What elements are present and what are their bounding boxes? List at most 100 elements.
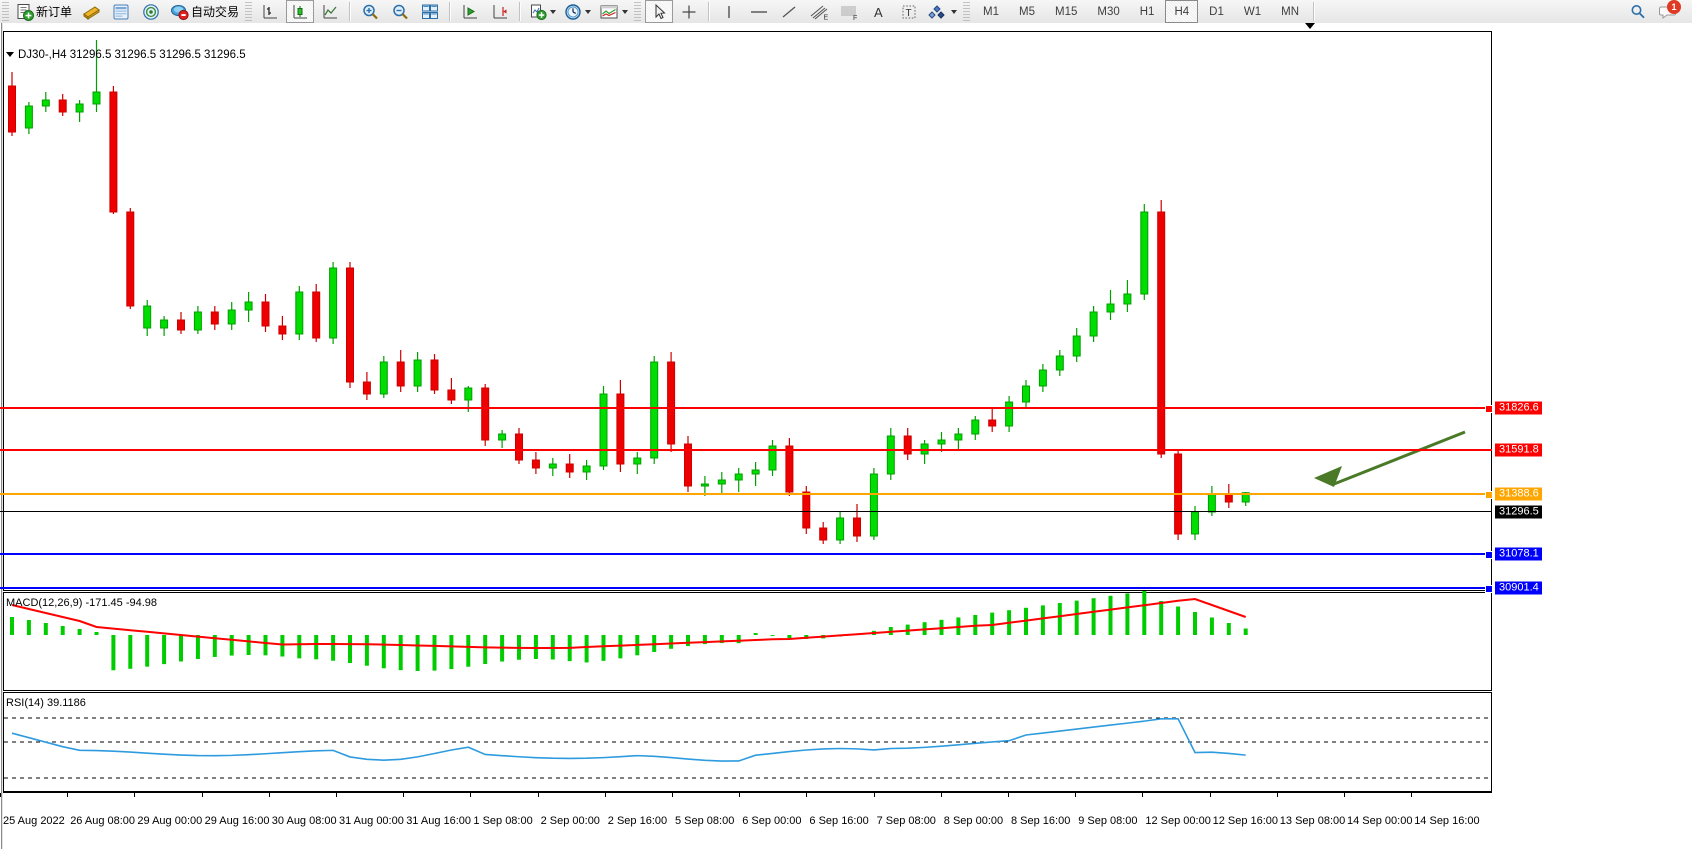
time-tick-label: 30 Aug 08:00 — [271, 815, 337, 827]
timeframe-d1[interactable]: D1 — [1209, 5, 1224, 18]
data-window-button[interactable] — [107, 0, 135, 23]
candle-body — [903, 435, 912, 455]
time-tick-label: 31 Aug 00:00 — [339, 815, 404, 827]
candlestick-chart-button[interactable] — [286, 0, 315, 23]
support-tag-2[interactable]: 30901.4 — [1495, 581, 1542, 595]
clock-icon — [565, 3, 581, 20]
timeframe-m1[interactable]: M1 — [983, 5, 1000, 18]
line-anchor[interactable] — [1485, 405, 1493, 413]
objects-button[interactable] — [925, 0, 960, 23]
crosshair-icon — [682, 5, 696, 18]
zoom-in-icon — [363, 4, 378, 19]
left-scroll-gutter[interactable] — [0, 23, 3, 849]
resistance-line-1[interactable] — [0, 405, 1493, 413]
candle-body — [362, 381, 371, 395]
timeframe-mn[interactable]: MN — [1281, 5, 1299, 18]
resistance-line-2[interactable] — [0, 449, 1492, 451]
main-toolbar: 新订单 自动交易 — [0, 0, 1692, 24]
new-order-label: 新订单 — [36, 5, 73, 19]
timeframe-h1[interactable]: H1 — [1139, 5, 1155, 18]
templates-button[interactable] — [596, 0, 631, 23]
time-tick-label: 14 Sep 16:00 — [1414, 815, 1480, 827]
last-price-tag: 31296.5 — [1495, 505, 1542, 519]
chart-menu-caret-icon[interactable] — [6, 52, 14, 58]
notifications-button[interactable]: 1 — [1654, 0, 1682, 23]
symbol-ohlc-text: DJ30-,H4 31296.5 31296.5 31296.5 31296.5 — [18, 49, 246, 61]
text-icon: A — [874, 5, 883, 20]
candle-body — [430, 359, 439, 391]
search-button[interactable] — [1624, 0, 1652, 23]
support-line-1[interactable] — [0, 551, 1493, 559]
line-chart-button[interactable] — [316, 0, 344, 23]
line-anchor-3[interactable] — [1485, 551, 1493, 559]
zoom-in-button[interactable] — [356, 0, 384, 23]
chevron-down-icon[interactable] — [550, 9, 557, 14]
pane-collapse-caret-icon[interactable] — [1305, 23, 1315, 29]
candlestick-icon — [293, 4, 308, 18]
timeframe-m5[interactable]: M5 — [1019, 5, 1035, 18]
candle-body — [1106, 303, 1115, 313]
cursor-button[interactable] — [645, 0, 674, 23]
periods-button[interactable] — [561, 0, 594, 23]
timeframe-h4[interactable]: H4 — [1165, 0, 1199, 23]
time-tick-mark — [403, 793, 405, 797]
new-order-button[interactable]: 新订单 — [13, 0, 75, 23]
toolbar-grip-4[interactable] — [963, 2, 971, 21]
pivot-tag[interactable]: 31388.6 — [1495, 487, 1542, 501]
fibonacci-button[interactable]: F — [835, 0, 863, 23]
auto-trading-button[interactable]: 自动交易 — [167, 0, 242, 23]
toolbar-separator-4 — [708, 2, 711, 21]
chart-shift-icon — [493, 4, 508, 18]
chart-shift-button[interactable] — [486, 0, 514, 23]
candle-body — [531, 459, 540, 469]
line-chart-icon — [323, 4, 338, 18]
indicators-button[interactable] — [526, 0, 559, 23]
candle-body — [498, 433, 507, 441]
toolbar-grip[interactable] — [2, 2, 9, 21]
rsi-pane[interactable] — [3, 692, 1492, 792]
chevron-down-icon-4[interactable] — [951, 9, 958, 14]
tile-windows-button[interactable] — [416, 0, 444, 23]
candle-body — [802, 491, 811, 529]
line-anchor-4[interactable] — [1485, 585, 1493, 593]
timeframe-m30[interactable]: M30 — [1097, 5, 1120, 18]
resistance-tag-2[interactable]: 31591.8 — [1495, 443, 1542, 457]
candle-body — [143, 305, 152, 329]
shapes-icon — [928, 4, 945, 19]
price-axis[interactable]: 33485.533332.533179.533026.532873.532725… — [1493, 23, 1692, 849]
candle-body — [700, 483, 709, 487]
chevron-down-icon-3[interactable] — [622, 9, 629, 14]
time-axis[interactable] — [3, 792, 1492, 813]
fibonacci-icon: F — [841, 6, 857, 21]
resistance-tag-1[interactable]: 31826.6 — [1495, 401, 1542, 415]
toolbar-grip-3[interactable] — [634, 2, 642, 21]
market-watch-button[interactable] — [77, 0, 105, 23]
crosshair-button[interactable] — [675, 0, 703, 23]
equidistant-channel-button[interactable]: E — [805, 0, 833, 23]
zoom-out-button[interactable] — [386, 0, 414, 23]
time-tick-mark — [940, 793, 942, 797]
text-button[interactable]: A — [865, 0, 893, 23]
candle-body — [954, 433, 963, 441]
candle-body — [329, 267, 338, 339]
toolbar-separator — [349, 2, 352, 21]
horizontal-line-button[interactable] — [745, 0, 773, 23]
toolbar-grip-2[interactable] — [245, 2, 253, 21]
support-line-2[interactable] — [0, 585, 1493, 593]
support-tag-1[interactable]: 31078.1 — [1495, 547, 1542, 561]
auto-scroll-button[interactable] — [456, 0, 484, 23]
candle-body — [548, 463, 557, 469]
trendline-button[interactable] — [775, 0, 803, 23]
vertical-line-button[interactable] — [715, 0, 743, 23]
line-anchor-2[interactable] — [1485, 491, 1493, 499]
chevron-down-icon-2[interactable] — [585, 9, 592, 14]
navigator-button[interactable] — [137, 0, 165, 23]
pivot-line[interactable] — [0, 491, 1493, 499]
timeframe-w1[interactable]: W1 — [1243, 5, 1262, 18]
time-tick-label: 5 Sep 08:00 — [675, 815, 735, 827]
candle-body — [1038, 369, 1047, 387]
timeframe-m15[interactable]: M15 — [1055, 5, 1078, 18]
label-button[interactable]: T — [895, 0, 923, 23]
candle-body — [126, 211, 135, 307]
bar-chart-button[interactable] — [256, 0, 284, 23]
